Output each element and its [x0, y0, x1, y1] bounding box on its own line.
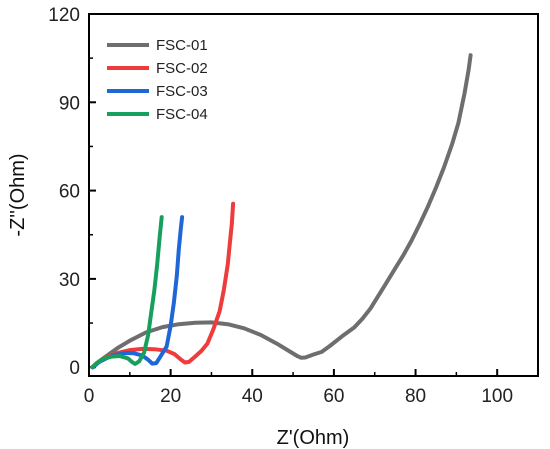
legend-label: FSC-04: [156, 106, 208, 123]
y-tick-label: 90: [59, 93, 80, 114]
legend: FSC-01 FSC-02 FSC-03 FSC-04: [107, 37, 208, 123]
y-axis-ticks: 0 30 60 90 120: [48, 5, 96, 379]
x-axis-title: Z'(Ohm): [277, 427, 350, 449]
legend-label: FSC-02: [156, 60, 208, 77]
x-tick-label: 40: [242, 386, 263, 407]
y-tick-label: 0: [69, 358, 80, 379]
series-line-fsc-01: [90, 53, 473, 370]
legend-label: FSC-03: [156, 83, 208, 100]
x-tick-label: 60: [323, 386, 344, 407]
y-tick-label: 120: [48, 5, 80, 26]
y-tick-label: 60: [59, 182, 80, 203]
legend-label: FSC-01: [156, 37, 208, 54]
y-axis-title: -Z''(Ohm): [7, 153, 29, 236]
x-tick-label: 100: [481, 386, 513, 407]
x-tick-label: 20: [160, 386, 181, 407]
series-line-fsc-03: [91, 215, 185, 370]
x-axis-ticks: 0 20 40 60 80 100: [84, 369, 513, 407]
y-tick-label: 30: [59, 270, 80, 291]
series-line-fsc-02: [90, 201, 236, 370]
x-tick-label: 80: [405, 386, 426, 407]
series-lines: [90, 53, 473, 370]
x-tick-label: 0: [84, 386, 95, 407]
series-line-fsc-04: [90, 215, 164, 370]
plot-frame: [88, 13, 539, 377]
